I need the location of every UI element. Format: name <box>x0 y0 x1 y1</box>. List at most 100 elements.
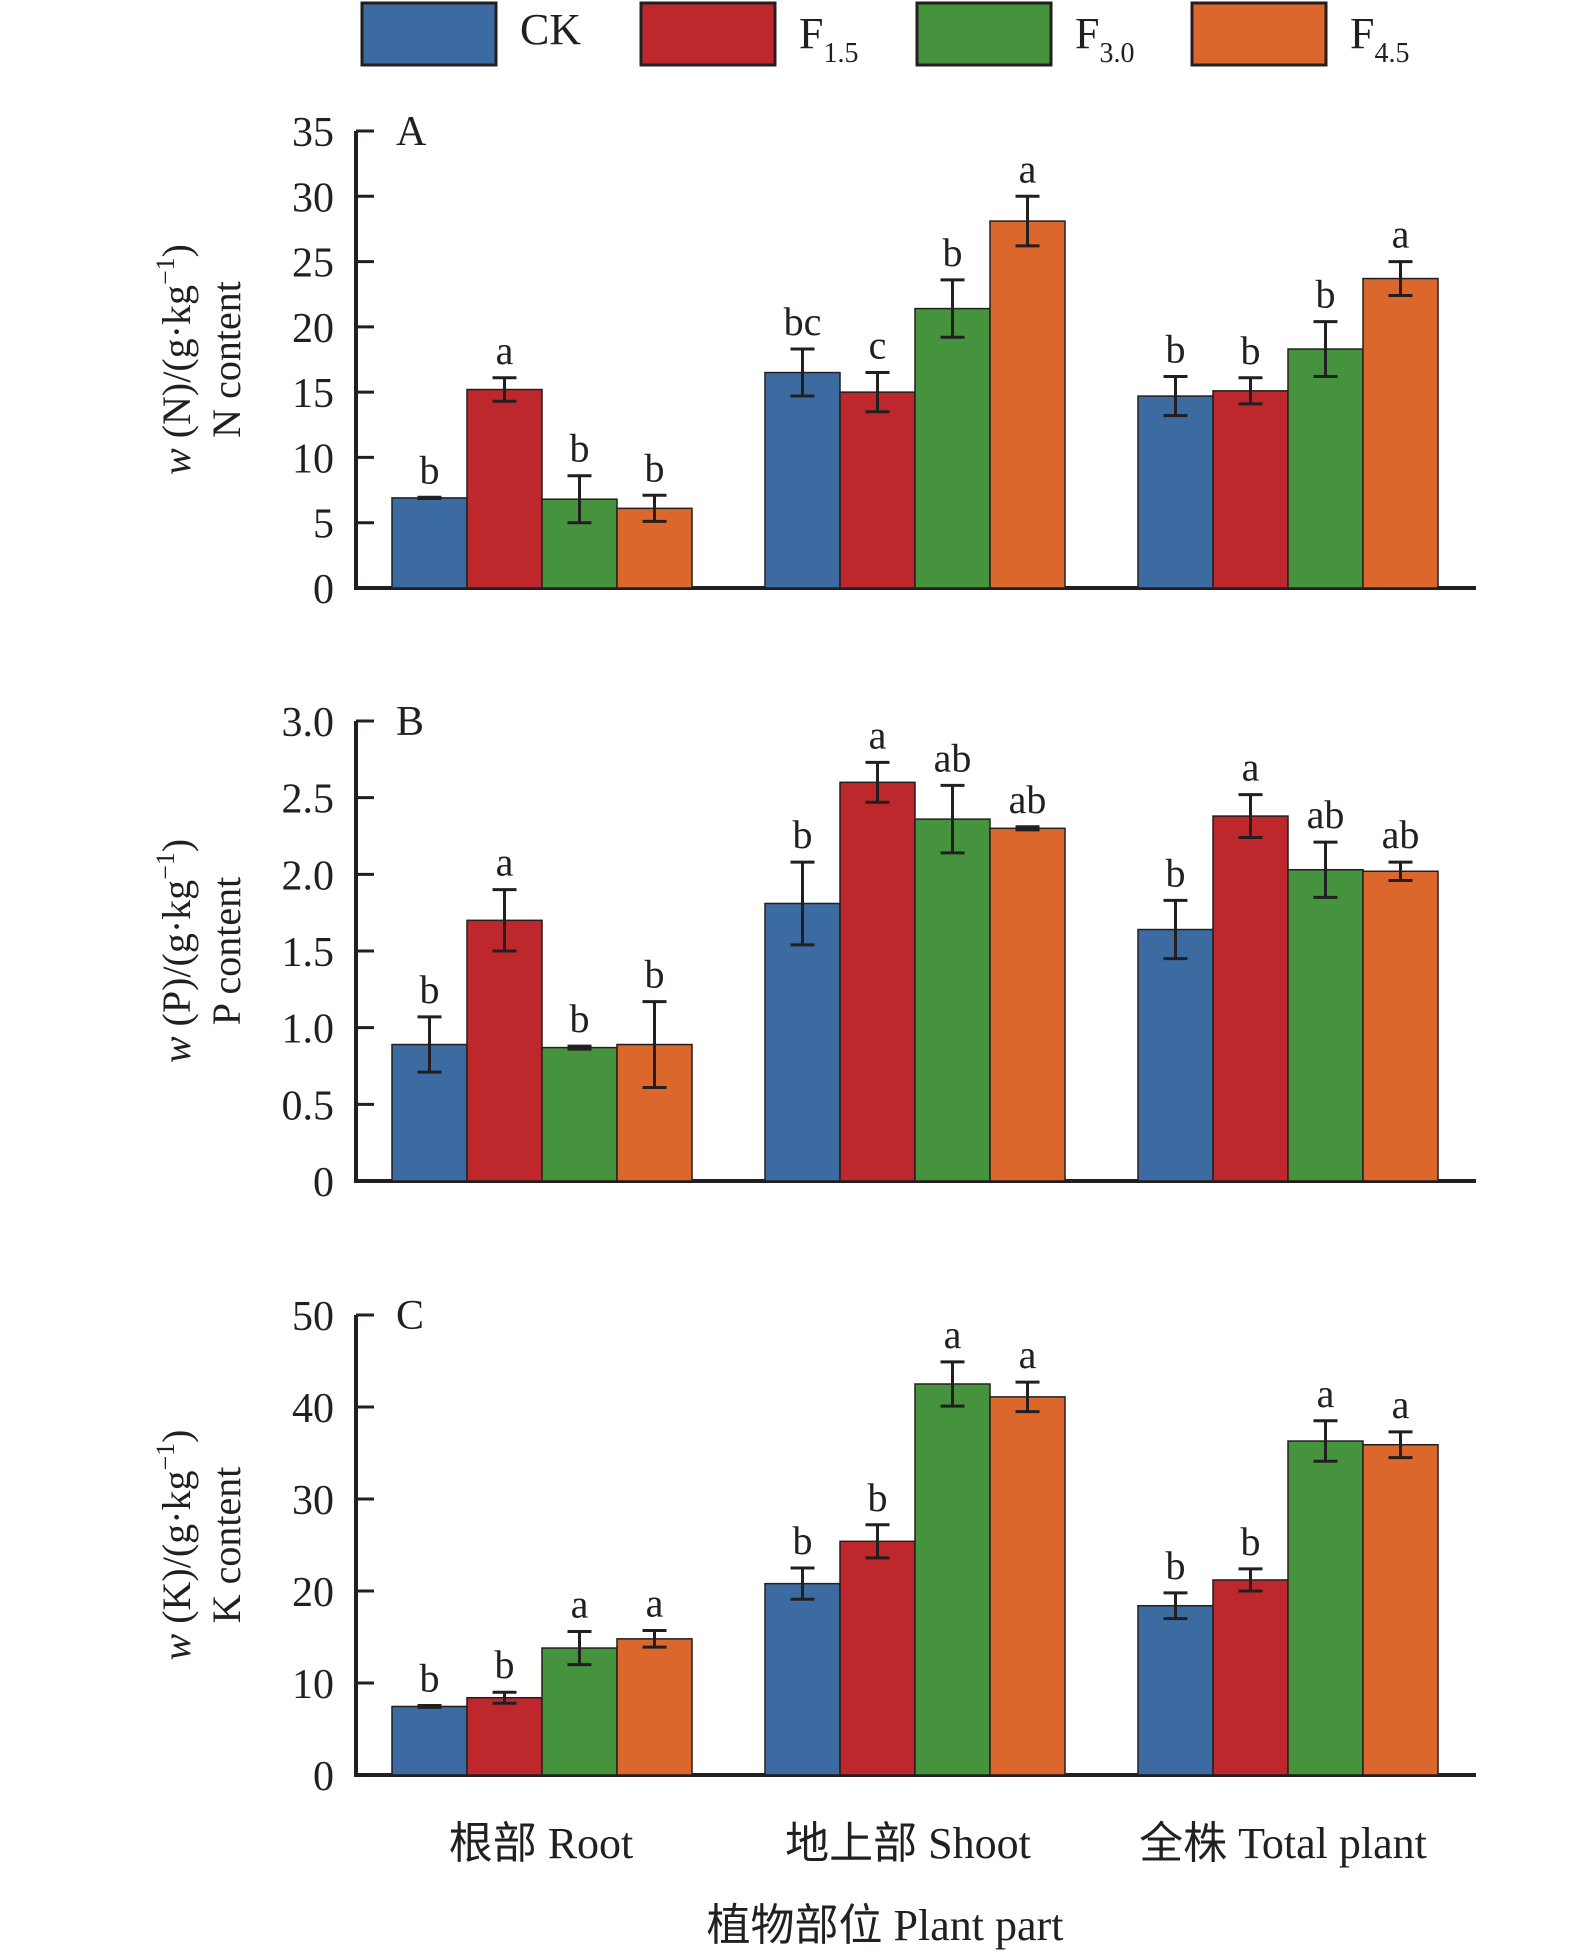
y-tick-label: 15 <box>292 371 334 417</box>
significance-letter: b <box>1166 326 1186 371</box>
error-bar <box>1163 374 1188 418</box>
y-tick-label: 30 <box>292 1478 334 1524</box>
y-tick-label: 2.0 <box>282 853 335 899</box>
significance-letter: b <box>420 447 440 492</box>
error-bar <box>1163 898 1188 961</box>
error-bar <box>1238 1567 1263 1593</box>
legend-label: F4.5 <box>1350 9 1409 69</box>
bar-B-root-F3-0 <box>541 1046 618 1182</box>
x-category-label-root: 根部 Root <box>449 1819 634 1868</box>
significance-letter: a <box>944 1312 962 1357</box>
panel-letter: B <box>396 699 424 745</box>
significance-letter: a <box>1242 745 1260 790</box>
legend-item-F3-0: F3.0 <box>915 1 1134 69</box>
legend-label: F1.5 <box>799 9 858 69</box>
significance-letter: a <box>646 1581 664 1626</box>
legend-swatch <box>915 1 1053 67</box>
bar-B-shoot-F3-0 <box>914 818 991 1182</box>
significance-letter: b <box>570 996 590 1041</box>
significance-letter: ab <box>1382 812 1420 857</box>
bar-C-root-F3-0 <box>541 1647 618 1776</box>
error-bar <box>790 1566 815 1601</box>
error-bar <box>790 347 815 398</box>
bar-B-shoot-F4-5 <box>989 827 1066 1182</box>
significance-letter: b <box>420 967 440 1012</box>
x-axis-title: 植物部位 Plant part <box>707 1901 1064 1950</box>
error-bar <box>642 1000 667 1089</box>
panel-A: 0 5 10 15 20 25 30 35 Aw (N)/(g·kg−1)N content b b… <box>151 109 1476 613</box>
error-bar <box>1015 194 1040 248</box>
error-bar <box>940 783 965 855</box>
significance-letter: a <box>571 1581 589 1626</box>
x-category-label-shoot: 地上部 Shoot <box>785 1819 1031 1868</box>
error-bar <box>1388 1430 1413 1460</box>
bar-B-total-F4-5 <box>1362 870 1439 1182</box>
bar-C-shoot-F3-0 <box>914 1383 991 1776</box>
error-bar <box>790 860 815 947</box>
significance-letter: b <box>1166 850 1186 895</box>
bar-C-shoot-F4-5 <box>989 1396 1066 1776</box>
error-bar <box>567 474 592 525</box>
y-tick-label: 40 <box>292 1386 334 1432</box>
bar-B-total-F1-5 <box>1212 815 1289 1182</box>
error-bar <box>1238 793 1263 840</box>
error-bar <box>940 1360 965 1408</box>
bar-C-root-CK <box>391 1705 468 1776</box>
y-tick-label: 10 <box>292 436 334 482</box>
bar-C-total-F4-5 <box>1362 1443 1439 1776</box>
legend-item-F4-5: F4.5 <box>1190 1 1409 69</box>
y-tick-label: 0 <box>313 1160 334 1206</box>
error-bar <box>1388 260 1413 298</box>
significance-letter: b <box>793 1518 813 1563</box>
error-bar <box>865 1523 890 1560</box>
legend-label: CK <box>520 5 581 54</box>
significance-letter: a <box>1392 212 1410 257</box>
bar-C-shoot-CK <box>764 1582 841 1776</box>
bar-C-root-F1-5 <box>466 1696 543 1776</box>
significance-letter: b <box>570 426 590 471</box>
bar-A-total-F4-5 <box>1362 277 1439 589</box>
error-bar <box>1313 1419 1338 1463</box>
significance-letter: b <box>645 445 665 490</box>
error-bar <box>1015 1380 1040 1414</box>
significance-letter: b <box>420 1656 440 1701</box>
y-tick-label: 30 <box>292 175 334 221</box>
error-bar <box>417 1015 442 1074</box>
error-bar <box>940 278 965 339</box>
error-bar <box>865 371 890 414</box>
panel-letter: A <box>396 109 427 155</box>
error-bar <box>492 376 517 403</box>
significance-letter: a <box>1392 1382 1410 1427</box>
significance-letter: a <box>869 712 887 757</box>
bar-A-root-F4-5 <box>616 507 693 589</box>
legend-label: F3.0 <box>1075 9 1134 69</box>
error-bar <box>865 760 890 804</box>
significance-letter: a <box>1019 1332 1037 1377</box>
y-axis-title: w (K)/(g·kg−1)K content <box>151 1430 249 1661</box>
error-bar <box>567 1629 592 1667</box>
y-axis-title-line1: w (P)/(g·kg−1) <box>151 839 199 1063</box>
error-bar <box>1015 825 1040 832</box>
bar-A-shoot-F3-0 <box>914 307 991 589</box>
bar-C-total-F1-5 <box>1212 1579 1289 1776</box>
panel-letter: C <box>396 1293 424 1339</box>
bar-C-root-F4-5 <box>616 1638 693 1776</box>
significance-letter: ab <box>934 735 972 780</box>
bar-A-total-F3-0 <box>1287 348 1364 589</box>
legend-item-F1-5: F1.5 <box>639 1 858 69</box>
bar-C-shoot-F1-5 <box>839 1540 916 1776</box>
significance-letter: b <box>645 952 665 997</box>
significance-letter: b <box>1166 1543 1186 1588</box>
significance-letter: b <box>793 812 813 857</box>
y-tick-label: 25 <box>292 241 334 287</box>
significance-letter: b <box>943 230 963 275</box>
y-tick-label: 35 <box>292 110 334 156</box>
significance-letter: ab <box>1307 792 1345 837</box>
y-tick-label: 50 <box>292 1294 334 1340</box>
y-tick-label: 0 <box>313 1754 334 1800</box>
y-tick-label: 1.5 <box>282 930 335 976</box>
panel-B: 0 0.5 1.0 1.5 2.0 2.5 3.0 Bw (P)/(g·kg−1)P cont… <box>151 699 1476 1206</box>
error-bar <box>567 1044 592 1051</box>
bar-C-total-F3-0 <box>1287 1440 1364 1776</box>
y-tick-label: 0.5 <box>282 1083 335 1129</box>
